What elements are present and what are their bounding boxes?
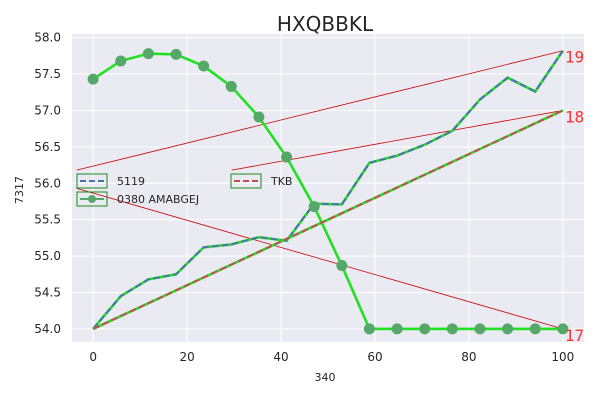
data-point	[225, 80, 237, 92]
y-tick-label: 54.5	[34, 285, 61, 299]
data-point	[198, 60, 210, 72]
legend-swatch-box	[76, 191, 108, 207]
x-axis-label: 340	[315, 371, 336, 384]
x-tick-label: 100	[551, 350, 574, 364]
series-line	[92, 50, 564, 330]
y-tick-label: 57.5	[34, 67, 61, 81]
data-point	[281, 151, 293, 163]
data-point	[253, 111, 265, 123]
y-tick-label: 58.0	[34, 31, 61, 45]
grid-lines	[72, 34, 584, 342]
data-point	[419, 323, 431, 335]
legend-label: 5119	[117, 175, 145, 188]
legend-swatch-box	[76, 173, 108, 189]
data-point	[502, 323, 514, 335]
x-tick-label: 60	[367, 350, 382, 364]
data-point	[87, 73, 99, 85]
data-point	[308, 201, 320, 213]
y-tick-label: 55.5	[34, 213, 61, 227]
data-point	[170, 48, 182, 60]
y-tick-label: 54.0	[34, 322, 61, 336]
legend-swatch-box	[230, 173, 262, 189]
data-point	[474, 323, 486, 335]
x-tick-labels: 0 20 40 60 80 100	[89, 350, 574, 364]
plot-area	[72, 34, 584, 342]
legend-marker	[88, 195, 96, 203]
legend-label: 0380 AMABGEJ	[117, 193, 199, 206]
annotation-line	[76, 50, 563, 171]
data-point	[557, 323, 569, 335]
data-point	[142, 48, 154, 60]
legends: 5119 0380 AMABGEJ TKB	[76, 173, 292, 207]
data-point	[363, 323, 375, 335]
y-tick-labels: 54.0 54.5 55.0 55.5 56.0 56.5 57.0 57.5 58.0	[34, 31, 61, 336]
annotation-line	[76, 187, 563, 330]
x-tick-label: 20	[179, 350, 194, 364]
data-point	[529, 323, 541, 335]
y-axis-label: 7317	[13, 176, 26, 204]
legend-label: TKB	[270, 175, 292, 188]
annotation-label: 19	[565, 48, 584, 67]
annotation-label: 17	[565, 326, 584, 345]
data-point	[115, 55, 127, 67]
annotation-labels: 19 18 17	[565, 48, 584, 345]
series-layer	[87, 48, 569, 335]
chart-title: HXQBBKL	[277, 12, 374, 36]
x-tick-label: 80	[461, 350, 476, 364]
x-tick-label: 40	[273, 350, 288, 364]
annotation-label: 18	[565, 107, 584, 126]
y-tick-label: 56.0	[34, 176, 61, 190]
y-tick-label: 57.0	[34, 103, 61, 117]
x-tick-label: 0	[89, 350, 97, 364]
data-point	[336, 260, 348, 272]
series-line	[92, 109, 564, 330]
y-tick-label: 55.0	[34, 249, 61, 263]
data-point	[391, 323, 403, 335]
data-point	[446, 323, 458, 335]
y-tick-label: 56.5	[34, 140, 61, 154]
